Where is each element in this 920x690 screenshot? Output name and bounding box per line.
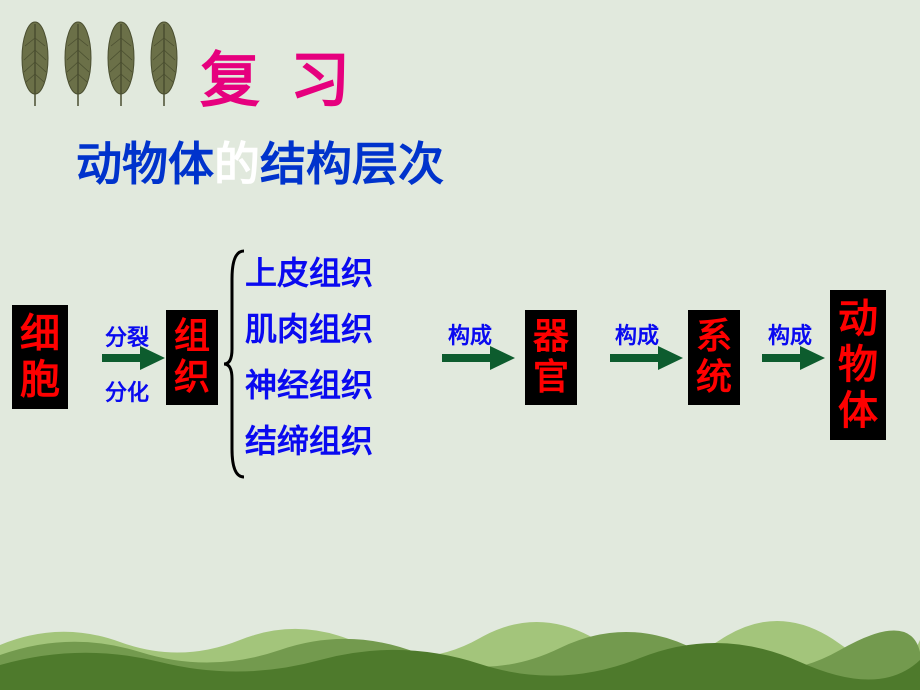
leaf-icon	[147, 18, 182, 106]
leaf-icon	[18, 18, 53, 106]
node-organ: 器官	[525, 310, 577, 405]
slide-subtitle: 动物体的结构层次	[76, 128, 444, 194]
grass-decoration	[0, 600, 920, 690]
edge-label-differentiation: 分化	[105, 375, 149, 407]
node-body: 动物体	[830, 290, 886, 440]
leaf-icon	[61, 18, 96, 106]
subtitle-part2: 的	[214, 139, 260, 190]
tissue-type: 结缔组织	[245, 413, 373, 469]
arrow-icon	[760, 343, 825, 373]
leaf-icon	[104, 18, 139, 106]
slide-title: 复习	[200, 32, 380, 119]
arrow-icon	[100, 343, 165, 373]
tissue-type-list: 上皮组织 肌肉组织 神经组织 结缔组织	[245, 245, 373, 469]
subtitle-part3: 结构层次	[260, 139, 444, 190]
tissue-type: 上皮组织	[245, 245, 373, 301]
arrow-icon	[608, 343, 683, 373]
subtitle-part1: 动物体	[76, 139, 214, 190]
arrow-icon	[440, 343, 515, 373]
node-cell: 细胞	[12, 305, 68, 409]
tissue-type: 神经组织	[245, 357, 373, 413]
node-system: 系统	[688, 310, 740, 405]
bracket-icon	[222, 249, 247, 479]
leaves-decoration	[18, 18, 182, 106]
flowchart: 细胞 组织 器官 系统 动物体 上皮组织 肌肉组织 神经组织 结缔组织 分裂 分…	[0, 225, 920, 525]
node-tissue: 组织	[166, 310, 218, 405]
tissue-type: 肌肉组织	[245, 301, 373, 357]
